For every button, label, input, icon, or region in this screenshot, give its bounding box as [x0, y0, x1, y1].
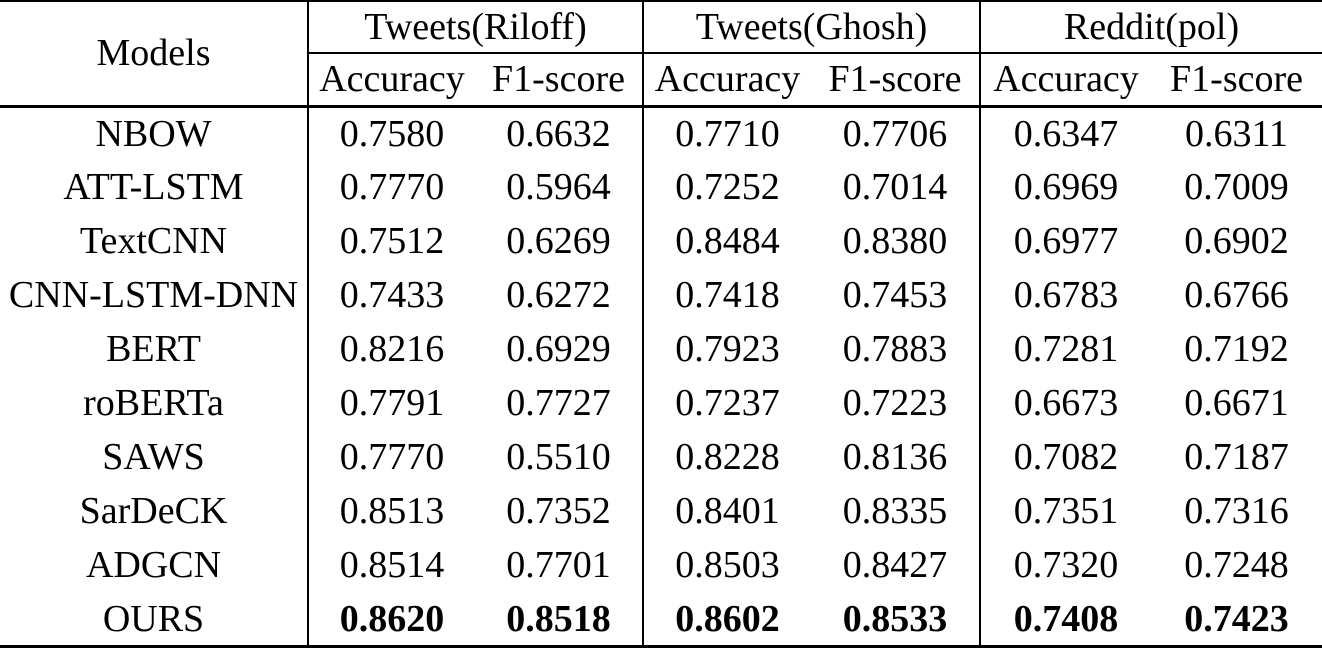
value-cell: 0.7770 [307, 430, 475, 485]
table-row-textcnn: TextCNN 0.7512 0.6269 0.8484 0.8380 0.69… [0, 214, 1322, 269]
value-cell: 0.7009 [1184, 166, 1289, 209]
table-row-cnn-lstm-dnn: CNN-LSTM-DNN 0.7433 0.6272 0.7418 0.7453… [0, 268, 1322, 323]
group-header-tweets-riloff: Tweets(Riloff) [306, 1, 644, 54]
value-cell: 0.8602 [642, 592, 812, 647]
value-cell: 0.7352 [506, 490, 611, 533]
value-cell: 0.8620 [307, 592, 475, 647]
value-cell: 0.7453 [842, 274, 948, 317]
value-cell: 0.7433 [307, 268, 475, 323]
table-row-ours: OURS 0.8620 0.8518 0.8602 0.8533 0.7408 … [0, 592, 1322, 647]
value-cell: 0.7320 [979, 538, 1152, 593]
value-cell: 0.7770 [307, 160, 475, 215]
value-cell: 0.7418 [642, 268, 812, 323]
value-cell: 0.6347 [979, 106, 1152, 161]
value-cell: 0.7252 [642, 160, 812, 215]
value-cell: 0.6929 [506, 328, 611, 371]
f1-column-header: F1-score [811, 53, 981, 108]
value-cell: 0.7223 [842, 382, 948, 425]
model-name-cell: roBERTa [83, 382, 224, 425]
value-cell: 0.8335 [842, 490, 948, 533]
value-cell: 0.6969 [979, 160, 1152, 215]
value-cell: 0.8216 [307, 322, 475, 377]
model-name-cell: ATT-LSTM [63, 166, 244, 209]
value-cell: 0.6766 [1184, 274, 1289, 317]
value-cell: 0.7923 [642, 322, 812, 377]
value-cell: 0.7727 [506, 382, 611, 425]
model-name-cell: SarDeCK [79, 490, 228, 533]
accuracy-column-header: Accuracy [979, 53, 1152, 108]
model-name-cell: OURS [102, 597, 205, 640]
value-cell: 0.7082 [979, 430, 1152, 485]
model-name-cell: ADGCN [85, 544, 222, 587]
value-cell: 0.6902 [1184, 220, 1289, 263]
table-row-adgcn: ADGCN 0.8514 0.7701 0.8503 0.8427 0.7320… [0, 538, 1322, 593]
value-cell: 0.8380 [842, 220, 948, 263]
value-cell: 0.7281 [979, 322, 1152, 377]
value-cell: 0.7706 [842, 112, 948, 155]
value-cell: 0.8401 [642, 484, 812, 539]
value-cell: 0.8228 [642, 430, 812, 485]
f1-column-header: F1-score [475, 53, 644, 108]
metric-header-row: Accuracy F1-score Accuracy F1-score Accu… [0, 53, 1322, 108]
value-cell: 0.7237 [642, 376, 812, 431]
value-cell: 0.6673 [979, 376, 1152, 431]
value-cell: 0.6671 [1184, 382, 1289, 425]
table-row-roberta: roBERTa 0.7791 0.7727 0.7237 0.7223 0.66… [0, 376, 1322, 431]
value-cell: 0.6311 [1184, 112, 1289, 155]
model-name-cell: SAWS [102, 436, 205, 479]
value-cell: 0.7710 [642, 106, 812, 161]
value-cell: 0.6269 [506, 220, 611, 263]
model-name-cell: CNN-LSTM-DNN [8, 274, 299, 317]
value-cell: 0.6977 [979, 214, 1152, 269]
accuracy-column-header: Accuracy [642, 53, 812, 108]
value-cell: 0.8427 [842, 544, 948, 587]
value-cell: 0.7408 [979, 592, 1152, 647]
value-cell: 0.7316 [1184, 490, 1289, 533]
value-cell: 0.6632 [506, 112, 611, 155]
model-name-cell: TextCNN [79, 220, 228, 263]
value-cell: 0.7423 [1184, 597, 1289, 640]
value-cell: 0.8514 [307, 538, 475, 593]
group-header-reddit-pol: Reddit(pol) [979, 1, 1322, 54]
value-cell: 0.8518 [506, 597, 611, 640]
group-header-row: Models Tweets(Riloff) Tweets(Ghosh) Redd… [0, 1, 1322, 108]
value-cell: 0.8484 [642, 214, 812, 269]
f1-column-header: F1-score [1151, 53, 1322, 108]
table-row-att-lstm: ATT-LSTM 0.7770 0.5964 0.7252 0.7014 0.6… [0, 160, 1322, 215]
accuracy-column-header: Accuracy [307, 53, 475, 108]
value-cell: 0.8136 [842, 436, 948, 479]
table-row-saws: SAWS 0.7770 0.5510 0.8228 0.8136 0.7082 … [0, 430, 1322, 485]
value-cell: 0.7351 [979, 484, 1152, 539]
value-cell: 0.5964 [506, 166, 611, 209]
value-cell: 0.6783 [979, 268, 1152, 323]
table-row-nbow: NBOW 0.7580 0.6632 0.7710 0.7706 0.6347 … [0, 106, 1322, 161]
value-cell: 0.7248 [1184, 544, 1289, 587]
value-cell: 0.7791 [307, 376, 475, 431]
value-cell: 0.7512 [307, 214, 475, 269]
model-name-cell: NBOW [95, 112, 212, 155]
value-cell: 0.5510 [506, 436, 611, 479]
value-cell: 0.7883 [842, 328, 948, 371]
group-header-tweets-ghosh: Tweets(Ghosh) [642, 1, 981, 54]
value-cell: 0.7580 [307, 106, 475, 161]
table-row-sardeck: SarDeCK 0.8513 0.7352 0.8401 0.8335 0.73… [0, 484, 1322, 539]
value-cell: 0.8533 [842, 597, 948, 640]
models-column-header: Models [0, 1, 308, 108]
model-name-cell: BERT [106, 328, 201, 371]
value-cell: 0.8503 [642, 538, 812, 593]
value-cell: 0.7014 [842, 166, 948, 209]
value-cell: 0.7192 [1184, 328, 1289, 371]
value-cell: 0.8513 [307, 484, 475, 539]
value-cell: 0.6272 [506, 274, 611, 317]
table-row-bert: BERT 0.8216 0.6929 0.7923 0.7883 0.7281 … [0, 322, 1322, 377]
value-cell: 0.7187 [1184, 436, 1289, 479]
value-cell: 0.7701 [506, 544, 611, 587]
